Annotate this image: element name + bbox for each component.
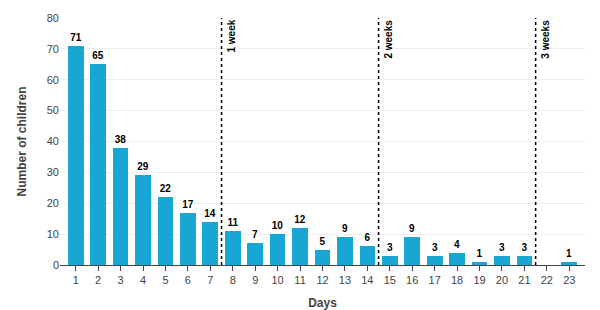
svg-text:9: 9 xyxy=(252,274,258,286)
svg-text:11: 11 xyxy=(294,274,305,286)
svg-text:7: 7 xyxy=(207,274,213,286)
svg-text:23: 23 xyxy=(563,274,575,286)
svg-text:12: 12 xyxy=(294,214,306,225)
svg-text:14: 14 xyxy=(361,274,373,286)
svg-text:38: 38 xyxy=(115,134,127,145)
svg-text:70: 70 xyxy=(47,43,59,55)
svg-text:1: 1 xyxy=(477,248,483,259)
svg-text:2 weeks: 2 weeks xyxy=(383,20,394,59)
svg-text:22: 22 xyxy=(160,183,172,194)
svg-text:22: 22 xyxy=(541,274,553,286)
svg-text:71: 71 xyxy=(70,32,82,43)
svg-text:5: 5 xyxy=(320,236,326,247)
svg-text:16: 16 xyxy=(406,274,418,286)
svg-text:20: 20 xyxy=(47,197,59,209)
svg-text:Number of children: Number of children xyxy=(15,86,29,196)
svg-text:60: 60 xyxy=(47,74,59,86)
svg-text:1: 1 xyxy=(566,248,572,259)
svg-text:13: 13 xyxy=(339,274,351,286)
svg-text:10: 10 xyxy=(272,220,284,231)
svg-text:1 week: 1 week xyxy=(226,19,237,52)
svg-text:4: 4 xyxy=(140,274,146,286)
svg-text:65: 65 xyxy=(92,50,104,61)
svg-text:20: 20 xyxy=(496,274,508,286)
svg-text:15: 15 xyxy=(384,274,396,286)
svg-text:2: 2 xyxy=(95,274,101,286)
svg-text:12: 12 xyxy=(316,274,328,286)
svg-text:10: 10 xyxy=(272,274,284,286)
svg-text:14: 14 xyxy=(204,208,216,219)
svg-text:0: 0 xyxy=(53,259,59,271)
svg-text:30: 30 xyxy=(47,166,59,178)
svg-text:50: 50 xyxy=(47,104,59,116)
svg-text:3: 3 xyxy=(522,242,528,253)
svg-text:7: 7 xyxy=(252,229,258,240)
svg-text:10: 10 xyxy=(47,228,59,240)
svg-text:17: 17 xyxy=(182,199,194,210)
svg-text:Days: Days xyxy=(308,296,337,310)
svg-text:19: 19 xyxy=(473,274,485,286)
svg-text:18: 18 xyxy=(451,274,463,286)
svg-text:3 weeks: 3 weeks xyxy=(540,20,551,59)
svg-text:6: 6 xyxy=(365,232,371,243)
svg-text:6: 6 xyxy=(185,274,191,286)
svg-text:3: 3 xyxy=(387,242,393,253)
svg-text:8: 8 xyxy=(230,274,236,286)
svg-text:21: 21 xyxy=(518,274,530,286)
svg-text:3: 3 xyxy=(118,274,124,286)
svg-text:3: 3 xyxy=(499,242,505,253)
svg-text:11: 11 xyxy=(227,217,238,228)
svg-text:17: 17 xyxy=(429,274,441,286)
svg-text:4: 4 xyxy=(454,239,460,250)
svg-text:40: 40 xyxy=(47,135,59,147)
svg-text:1: 1 xyxy=(73,274,79,286)
svg-text:29: 29 xyxy=(137,161,149,172)
svg-text:5: 5 xyxy=(162,274,168,286)
svg-text:3: 3 xyxy=(432,242,438,253)
svg-text:80: 80 xyxy=(47,12,59,24)
svg-text:9: 9 xyxy=(409,223,415,234)
svg-text:9: 9 xyxy=(342,223,348,234)
